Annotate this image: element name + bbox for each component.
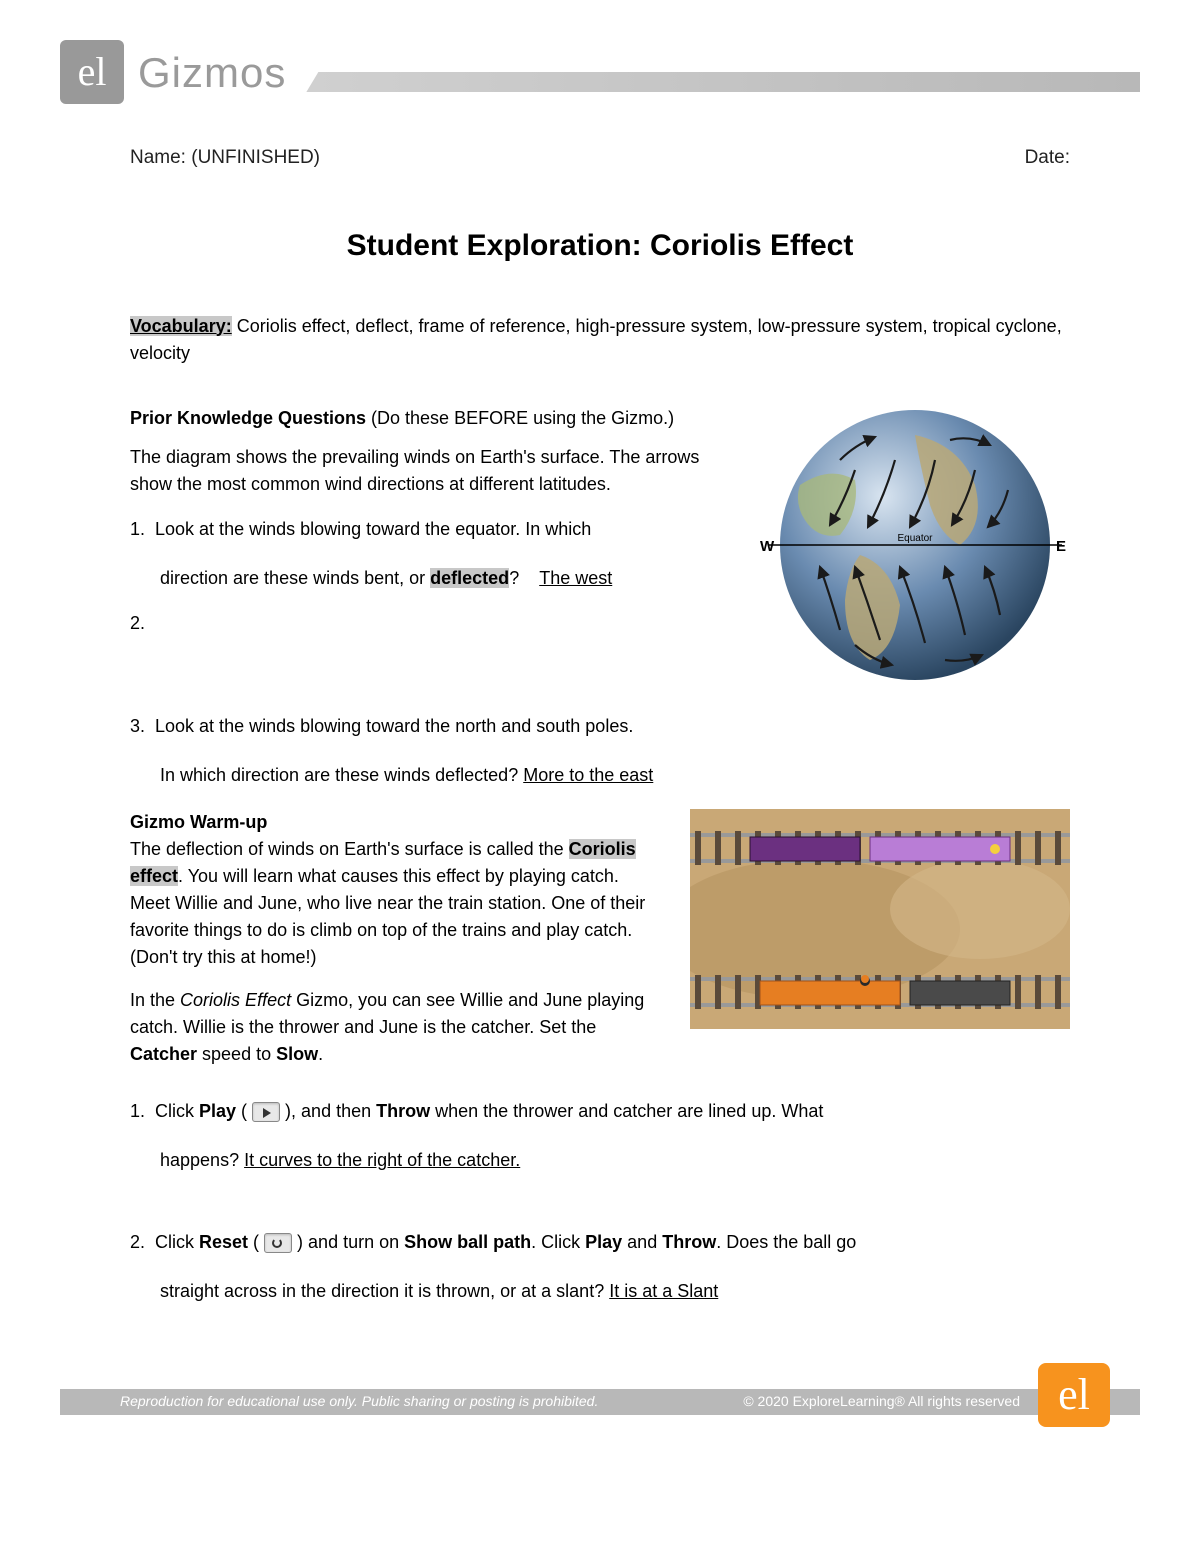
vocabulary-section: Vocabulary: Coriolis effect, deflect, fr… <box>130 313 1070 367</box>
brand-name: Gizmos <box>138 41 286 104</box>
name-field: Name: (UNFINISHED) <box>130 144 320 173</box>
warmup-q2: 2. Click Reset ( ) and turn on Show ball… <box>130 1229 1070 1305</box>
prior-intro: The diagram shows the prevailing winds o… <box>130 444 740 498</box>
globe-diagram: W E Equator <box>760 405 1070 695</box>
equator-label: Equator <box>897 533 933 544</box>
w-label: W <box>760 538 775 555</box>
question-1: 1. Look at the winds blowing toward the … <box>130 516 740 592</box>
footer-logo: el <box>1038 1363 1110 1427</box>
play-icon <box>252 1102 280 1122</box>
question-3: 3. Look at the winds blowing toward the … <box>130 713 1070 789</box>
footer-logo-glyph: el <box>1058 1373 1090 1417</box>
q1-answer: The west <box>539 568 612 588</box>
header: el Gizmos <box>60 40 1140 104</box>
worksheet-page: el Gizmos Name: (UNFINISHED) Date: Stude… <box>0 0 1200 1435</box>
prior-text: Prior Knowledge Questions (Do these BEFO… <box>130 405 740 637</box>
content-area: Name: (UNFINISHED) Date: Student Explora… <box>60 144 1140 1305</box>
page-title: Student Exploration: Coriolis Effect <box>130 223 1070 268</box>
e-label: E <box>1056 538 1066 555</box>
prior-heading-note: (Do these BEFORE using the Gizmo.) <box>366 408 674 428</box>
name-date-row: Name: (UNFINISHED) Date: <box>130 144 1070 173</box>
header-bar <box>306 72 1140 92</box>
date-field: Date: <box>1025 144 1070 173</box>
footer-left: Reproduction for educational use only. P… <box>120 1391 598 1412</box>
footer-right: © 2020 ExploreLearning® All rights reser… <box>743 1391 1020 1412</box>
prior-heading: Prior Knowledge Questions <box>130 408 366 428</box>
warmup-section: Gizmo Warm-up The deflection of winds on… <box>130 809 1070 1080</box>
vocab-label: Vocabulary: <box>130 316 232 336</box>
wq2-answer: It is at a Slant <box>609 1281 718 1301</box>
footer: Reproduction for educational use only. P… <box>60 1365 1140 1435</box>
footer-bar: Reproduction for educational use only. P… <box>60 1389 1140 1415</box>
train-diagram <box>690 809 1070 1029</box>
brand-logo: el <box>60 40 124 104</box>
vocab-terms: Coriolis effect, deflect, frame of refer… <box>130 316 1062 363</box>
prior-knowledge-section: Prior Knowledge Questions (Do these BEFO… <box>130 405 1070 695</box>
globe-svg: W E Equator <box>760 405 1070 695</box>
warmup-q1: 1. Click Play ( ), and then Throw when t… <box>130 1098 1070 1174</box>
reset-icon <box>264 1233 292 1253</box>
question-2: 2. <box>130 610 740 637</box>
train-svg <box>690 809 1070 1029</box>
wq1-answer: It curves to the right of the catcher. <box>244 1150 520 1170</box>
warmup-text: Gizmo Warm-up The deflection of winds on… <box>130 809 660 1080</box>
q3-answer: More to the east <box>523 765 653 785</box>
logo-glyph: el <box>78 52 107 92</box>
warmup-heading: Gizmo Warm-up <box>130 812 267 832</box>
